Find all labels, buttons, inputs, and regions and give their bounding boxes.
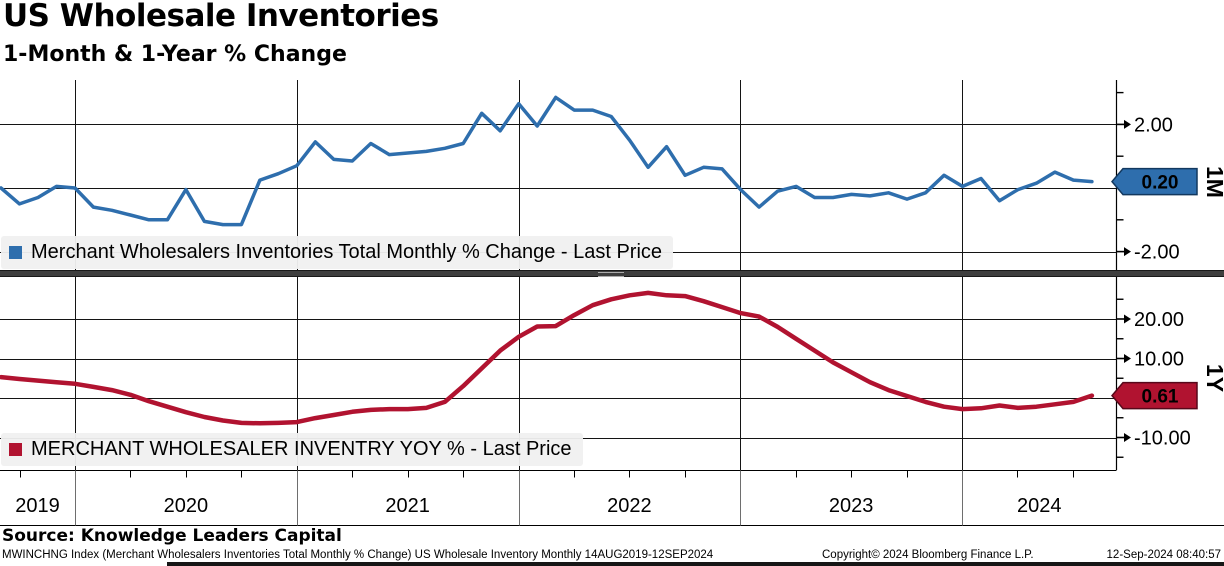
year-label: 2021 (385, 495, 430, 517)
legend-1y[interactable]: MERCHANT WHOLESALER INVENTRY YOY % - Las… (1, 433, 583, 466)
series-1m-swatch-icon (9, 246, 22, 259)
last-price-tag (1111, 381, 1198, 410)
axis-tick-label: 10.00 (1134, 349, 1184, 371)
x-axis: 2019 2020 2021 2022 2023 2024 (0, 470, 1224, 526)
footer-security-info: MWINCHNG Index (Merchant Wholesalers Inv… (2, 549, 714, 561)
footer-copyright: Copyright© 2024 Bloomberg Finance L.P. (822, 549, 1034, 561)
window-bottom-edge (167, 562, 1224, 566)
year-label: 2024 (1017, 495, 1062, 517)
panel-axis-title: 1M (1202, 166, 1224, 198)
legend-1y-label: MERCHANT WHOLESALER INVENTRY YOY % - Las… (31, 438, 572, 460)
legend-1m[interactable]: Merchant Wholesalers Inventories Total M… (1, 236, 674, 269)
axis-tick-label: -10.00 (1134, 428, 1191, 450)
splitter-grip-icon (598, 272, 624, 277)
panel-1m: 2.00 -2.00 0.20 1M (0, 80, 1224, 271)
legend-1m-label: Merchant Wholesalers Inventories Total M… (31, 241, 663, 263)
panel-splitter[interactable] (0, 270, 1224, 277)
tick-arrow-icon (1124, 314, 1131, 324)
series-line-1m (0, 95, 1094, 227)
tick-arrow-icon (1124, 119, 1131, 129)
axis-tick-label: -2.00 (1134, 242, 1180, 264)
axis-tick-label: 2.00 (1134, 114, 1173, 136)
year-label: 2019 (15, 495, 60, 517)
last-price-value: 0.20 (1142, 173, 1179, 194)
year-label: 2023 (829, 495, 874, 517)
page-title: US Wholesale Inventories (3, 0, 439, 34)
axis-tick-label: 20.00 (1134, 309, 1184, 331)
series-line-1y (0, 290, 1095, 426)
year-label: 2022 (607, 495, 652, 517)
footer-timestamp: 12-Sep-2024 08:40:57 (1106, 549, 1221, 561)
tick-arrow-icon (1124, 433, 1131, 442)
panel-axis-title: 1Y (1202, 364, 1224, 392)
tick-arrow-icon (1124, 247, 1131, 257)
series-1y-swatch-icon (9, 443, 22, 456)
page-subtitle: 1-Month & 1-Year % Change (3, 42, 347, 67)
source-credit: Source: Knowledge Leaders Capital (2, 526, 342, 546)
tick-arrow-icon (1124, 354, 1131, 363)
last-price-tag (1111, 167, 1198, 196)
year-label: 2020 (164, 495, 209, 517)
last-price-value: 0.61 (1142, 387, 1179, 408)
